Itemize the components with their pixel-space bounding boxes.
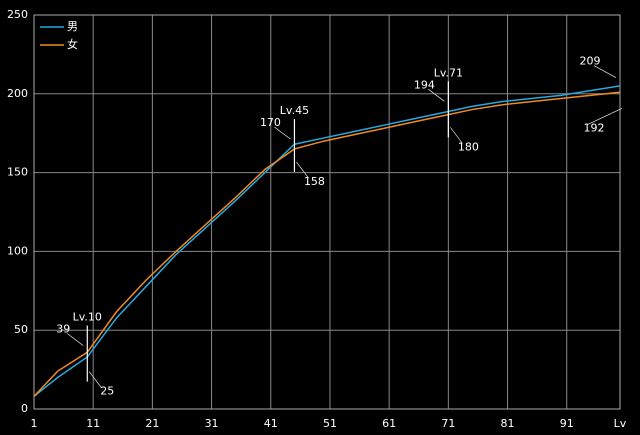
annotation-leader [67,333,84,346]
y-tick-label: 100 [7,244,28,257]
annotation-leader [428,88,445,102]
y-tick-label: 250 [7,8,28,21]
annotation-low: 192 [584,121,605,134]
x-tick-label: 21 [145,417,159,430]
legend-label: 男 [67,20,78,33]
y-tick-label: 150 [7,166,28,179]
annotation-high: 209 [580,55,601,68]
legend-label: 女 [67,37,78,51]
x-tick-label: 31 [205,417,219,430]
x-tick-label: 51 [323,417,337,430]
annotation-leader [450,127,463,144]
annotation-low: 25 [100,385,114,398]
x-tick-label: 41 [264,417,278,430]
x-axis-label: Lv [614,417,627,430]
annotation-high: 170 [260,116,281,129]
x-tick-label: 61 [382,417,396,430]
annotation-high: 194 [414,78,435,91]
annotation-leader [587,108,623,125]
annotation-label: Lv.10 [73,311,102,324]
legend-box [36,17,86,57]
annotation-label: Lv.45 [280,104,309,117]
plot-border [33,14,621,410]
annotation-high: 39 [56,323,70,336]
annotation-leader [593,65,617,78]
annotation-leader [296,161,309,179]
series-line [33,85,621,397]
y-tick-label: 50 [14,323,28,336]
annotation-leader [274,126,291,140]
series-line [33,91,621,397]
annotation-leader [88,371,102,388]
x-tick-label: 91 [560,417,574,430]
y-tick-label: 0 [21,402,28,415]
x-tick-label: 11 [86,417,100,430]
x-tick-label: 81 [501,417,515,430]
y-tick-label: 200 [7,87,28,100]
x-tick-label: 1 [31,417,38,430]
annotation-label: Lv.71 [434,66,463,79]
x-tick-label: 71 [441,417,455,430]
annotation-low: 180 [458,140,479,153]
annotation-low: 158 [304,175,325,188]
